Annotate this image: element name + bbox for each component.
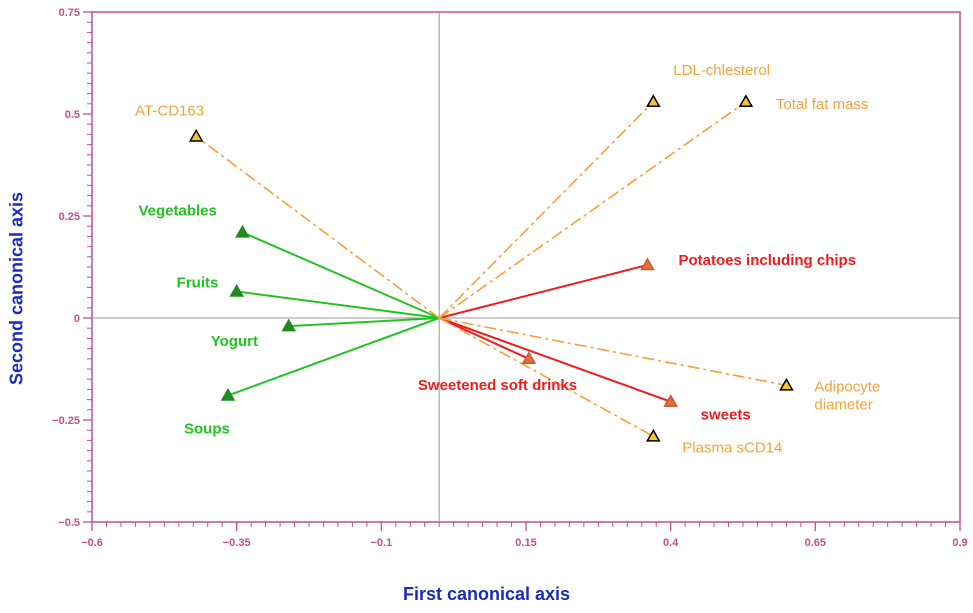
vector-line bbox=[242, 231, 440, 319]
point-marker bbox=[779, 377, 794, 391]
y-tick-label: 0.5 bbox=[65, 109, 80, 121]
vector-layer bbox=[195, 101, 787, 438]
point-label: Soups bbox=[184, 421, 230, 438]
point-label: AT-CD163 bbox=[135, 102, 204, 119]
y-tick-label: 0.25 bbox=[59, 211, 80, 223]
vector-line bbox=[195, 135, 440, 319]
y-tick-label: 0.75 bbox=[59, 7, 80, 19]
point-marker bbox=[663, 394, 678, 407]
point-label: sweets bbox=[701, 407, 751, 424]
x-tick-label: 0.4 bbox=[663, 537, 679, 549]
point-marker bbox=[646, 94, 661, 108]
y-tick-label: −0.5 bbox=[58, 517, 80, 529]
point-label: Sweetened soft drinks bbox=[418, 377, 577, 394]
vector-line bbox=[438, 101, 747, 319]
point-marker bbox=[646, 428, 661, 442]
x-tick-label: 0.15 bbox=[515, 537, 536, 549]
y-tick-label: 0 bbox=[74, 313, 80, 325]
point-marker bbox=[640, 257, 655, 271]
point-label-line: Adipocyte bbox=[814, 378, 880, 395]
x-tick-label: 0.9 bbox=[952, 537, 967, 549]
vector-line bbox=[439, 317, 787, 387]
point-marker bbox=[738, 94, 754, 108]
point-label: Yogurt bbox=[211, 333, 258, 350]
x-tick-label: −0.35 bbox=[223, 537, 251, 549]
vector-line bbox=[438, 317, 530, 360]
point-marker bbox=[235, 224, 250, 238]
vector-line bbox=[438, 317, 654, 438]
vector-line bbox=[438, 263, 648, 319]
point-label-line: diameter bbox=[814, 396, 872, 413]
reference-lines bbox=[92, 12, 960, 522]
tick-layer: −0.6 −0.35 −0.1 0.15 0.4 0.65 0.9 −0.5 −0.25 0 0.2… bbox=[52, 7, 967, 549]
vector-line bbox=[438, 317, 672, 403]
point-label: LDL-chlesterol bbox=[673, 62, 770, 79]
point-marker bbox=[281, 318, 297, 332]
point-marker bbox=[229, 283, 244, 297]
point-label: Vegetables bbox=[138, 202, 216, 219]
x-tick-label: −0.6 bbox=[81, 537, 103, 549]
point-label: Plasma sCD14 bbox=[682, 439, 782, 456]
point-marker bbox=[220, 388, 236, 401]
x-tick-label: 0.65 bbox=[805, 537, 826, 549]
point-marker bbox=[521, 351, 537, 365]
point-label: Potatoes including chips bbox=[679, 252, 857, 269]
point-label: Fruits bbox=[177, 274, 219, 291]
vector-line bbox=[438, 101, 654, 319]
x-axis-title: First canonical axis bbox=[402, 584, 571, 604]
marker-layer bbox=[188, 94, 794, 442]
vector-line bbox=[288, 317, 440, 328]
x-tick-label: −0.1 bbox=[370, 537, 392, 549]
vector-line bbox=[227, 317, 440, 397]
point-label: Total fat mass bbox=[776, 96, 869, 113]
point-marker bbox=[188, 128, 204, 142]
point-label-layer: Vegetables Fruits Yogurt Soups Potatoes incl… bbox=[135, 62, 880, 457]
y-tick-label: −0.25 bbox=[52, 415, 80, 427]
vector-line bbox=[236, 290, 440, 319]
point-label: Adipocyte diameter bbox=[814, 378, 880, 413]
y-axis-title: Second canonical axis bbox=[6, 191, 27, 386]
